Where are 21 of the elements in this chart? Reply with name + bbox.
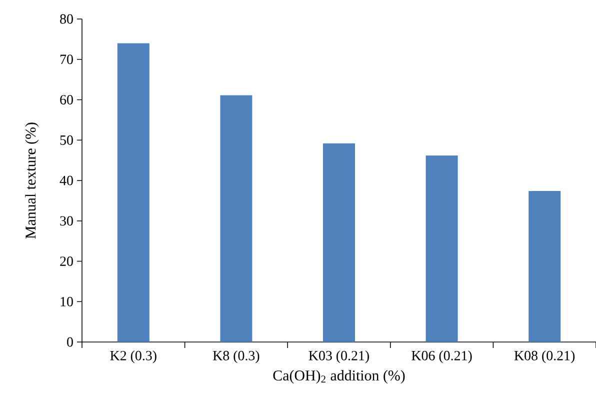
x-tick-label: K06 (0.21) <box>412 350 472 364</box>
y-tick-label: 60 <box>60 95 73 104</box>
y-tick-label: 70 <box>60 54 73 64</box>
bar <box>323 143 356 342</box>
y-tick-label: 40 <box>60 176 73 186</box>
x-axis-title: Ca(OH)$_{2}$ addition (%) <box>273 370 405 384</box>
y-tick-label: 10 <box>60 296 73 306</box>
x-tick-label: K03 (0.21) <box>308 350 369 364</box>
y-tick-label: 20 <box>60 256 73 266</box>
bar <box>426 155 458 342</box>
y-axis-title: Manual texture (%) <box>25 122 39 239</box>
y-tick-label: 30 <box>60 216 73 226</box>
x-tick-label: K8 (0.3) <box>212 350 260 364</box>
bar <box>528 190 561 342</box>
y-tick-label: 0 <box>67 337 73 347</box>
bar <box>220 95 252 342</box>
y-tick-label: 80 <box>60 14 73 24</box>
bar <box>117 43 150 342</box>
y-tick-label: 50 <box>60 135 73 145</box>
x-tick-label: K08 (0.21) <box>514 350 575 364</box>
x-tick-label: K2 (0.3) <box>110 350 156 364</box>
